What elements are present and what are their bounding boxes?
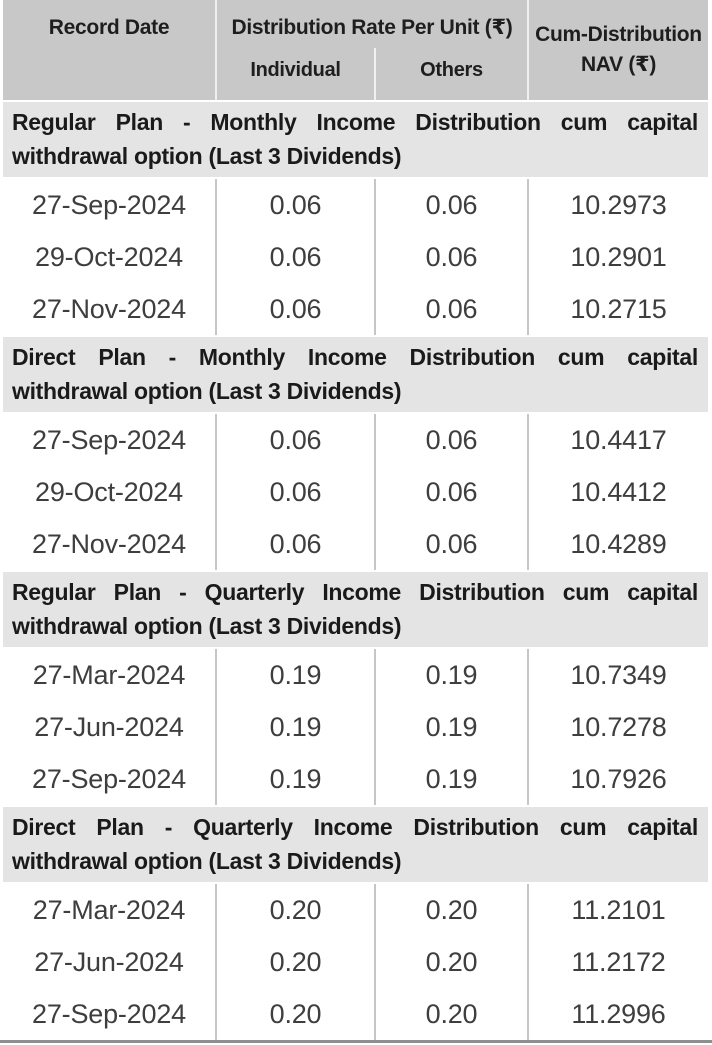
record-date-cell: 27-Sep-2024 (3, 179, 217, 231)
record-date-cell: 27-Mar-2024 (3, 884, 217, 936)
cum-nav-cell: 10.2715 (529, 283, 708, 335)
individual-rate-cell: 0.06 (217, 466, 376, 518)
table-row: 27-Nov-2024 0.06 0.06 10.4289 (3, 518, 708, 570)
others-rate-cell: 0.19 (376, 753, 529, 805)
sub-header-row: Individual Others (217, 48, 527, 100)
record-date-cell: 27-Sep-2024 (3, 414, 217, 466)
table-header: Record Date Distribution Rate Per Unit (… (3, 0, 708, 100)
cum-nav-cell: 10.4412 (529, 466, 708, 518)
individual-rate-cell: 0.19 (217, 753, 376, 805)
table-row: 27-Sep-2024 0.20 0.20 11.2996 (3, 988, 708, 1040)
record-date-cell: 29-Oct-2024 (3, 231, 217, 283)
table-row: 27-Jun-2024 0.20 0.20 11.2172 (3, 936, 708, 988)
record-date-cell: 29-Oct-2024 (3, 466, 217, 518)
cum-nav-cell: 11.2996 (529, 988, 708, 1040)
others-rate-cell: 0.20 (376, 936, 529, 988)
record-date-cell: 27-Jun-2024 (3, 701, 217, 753)
individual-rate-cell: 0.06 (217, 518, 376, 570)
individual-rate-cell: 0.06 (217, 414, 376, 466)
section-header-regular-quarterly: Regular Plan - Quarterly Income Distribu… (3, 572, 708, 647)
cum-nav-cell: 10.7278 (529, 701, 708, 753)
others-rate-cell: 0.06 (376, 518, 529, 570)
record-date-cell: 27-Sep-2024 (3, 988, 217, 1040)
cum-nav-cell: 11.2101 (529, 884, 708, 936)
cum-nav-cell: 11.2172 (529, 936, 708, 988)
others-rate-cell: 0.06 (376, 179, 529, 231)
table-row: 27-Sep-2024 0.06 0.06 10.2973 (3, 179, 708, 231)
others-rate-cell: 0.06 (376, 283, 529, 335)
record-date-cell: 27-Jun-2024 (3, 936, 217, 988)
cum-nav-cell: 10.7349 (529, 649, 708, 701)
table-row: 29-Oct-2024 0.06 0.06 10.2901 (3, 231, 708, 283)
others-rate-cell: 0.20 (376, 988, 529, 1040)
individual-rate-cell: 0.06 (217, 231, 376, 283)
others-rate-cell: 0.20 (376, 884, 529, 936)
record-date-cell: 27-Sep-2024 (3, 753, 217, 805)
others-rate-cell: 0.06 (376, 466, 529, 518)
record-date-cell: 27-Nov-2024 (3, 518, 217, 570)
individual-rate-cell: 0.06 (217, 179, 376, 231)
cum-nav-cell: 10.7926 (529, 753, 708, 805)
cum-nav-cell: 10.4289 (529, 518, 708, 570)
table-row: 27-Nov-2024 0.06 0.06 10.2715 (3, 283, 708, 335)
individual-rate-cell: 0.20 (217, 988, 376, 1040)
table-bottom-border (0, 1040, 712, 1043)
table-row: 27-Mar-2024 0.20 0.20 11.2101 (3, 884, 708, 936)
record-date-cell: 27-Nov-2024 (3, 283, 217, 335)
cum-nav-cell: 10.2901 (529, 231, 708, 283)
others-rate-cell: 0.06 (376, 231, 529, 283)
individual-rate-cell: 0.20 (217, 884, 376, 936)
cum-nav-cell: 10.2973 (529, 179, 708, 231)
individual-rate-cell: 0.19 (217, 701, 376, 753)
column-group-distribution-rate: Distribution Rate Per Unit (₹) Individua… (217, 0, 527, 100)
column-header-individual: Individual (217, 48, 374, 100)
others-rate-cell: 0.19 (376, 649, 529, 701)
record-date-cell: 27-Mar-2024 (3, 649, 217, 701)
individual-rate-cell: 0.19 (217, 649, 376, 701)
individual-rate-cell: 0.20 (217, 936, 376, 988)
table-row: 27-Sep-2024 0.06 0.06 10.4417 (3, 414, 708, 466)
column-header-record-date: Record Date (3, 0, 215, 100)
section-header-regular-monthly: Regular Plan - Monthly Income Distributi… (3, 102, 708, 177)
table-row: 29-Oct-2024 0.06 0.06 10.4412 (3, 466, 708, 518)
column-header-distribution-rate-per-unit: Distribution Rate Per Unit (₹) (217, 0, 527, 48)
section-header-direct-monthly: Direct Plan - Monthly Income Distributio… (3, 337, 708, 412)
individual-rate-cell: 0.06 (217, 283, 376, 335)
others-rate-cell: 0.06 (376, 414, 529, 466)
section-header-direct-quarterly: Direct Plan - Quarterly Income Distribut… (3, 807, 708, 882)
cum-nav-cell: 10.4417 (529, 414, 708, 466)
others-rate-cell: 0.19 (376, 701, 529, 753)
table-row: 27-Mar-2024 0.19 0.19 10.7349 (3, 649, 708, 701)
column-header-cum-distribution-nav: Cum-Distribution NAV (₹) (529, 0, 708, 100)
column-header-others: Others (376, 48, 527, 100)
table-row: 27-Jun-2024 0.19 0.19 10.7278 (3, 701, 708, 753)
table-row: 27-Sep-2024 0.19 0.19 10.7926 (3, 753, 708, 805)
